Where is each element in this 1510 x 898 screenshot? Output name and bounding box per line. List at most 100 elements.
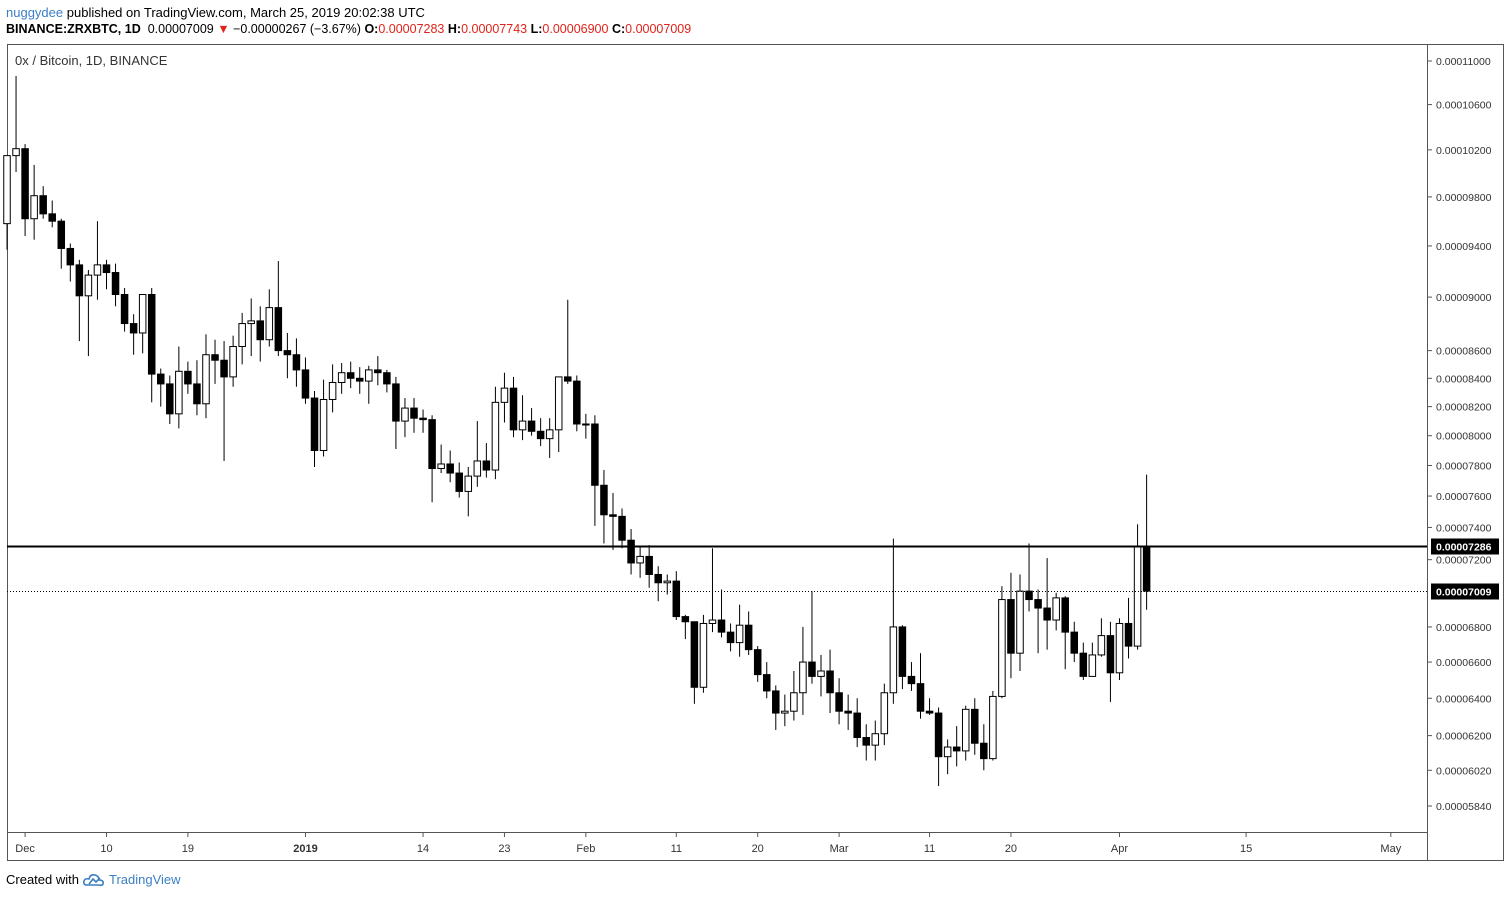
candle xyxy=(708,548,717,633)
candle xyxy=(21,144,29,236)
candle xyxy=(772,685,780,730)
candle-body-down xyxy=(419,417,427,421)
candle xyxy=(645,545,653,588)
ohlc-line: BINANCE:ZRXBTC, 1D 0.00007009 ▼ −0.00000… xyxy=(6,22,691,36)
candle xyxy=(781,694,789,727)
close-label: C: xyxy=(611,22,626,36)
candle-body-down xyxy=(600,484,608,516)
candle xyxy=(735,604,744,657)
price-tick-label: 0.00006600 xyxy=(1436,657,1492,669)
candle-body-down xyxy=(925,710,934,714)
candle xyxy=(853,698,861,748)
candle xyxy=(247,298,255,357)
candle-body-up xyxy=(545,429,554,440)
candle-body-up xyxy=(1097,635,1106,656)
change-value: −0.00000267 (−3.67%) xyxy=(233,22,361,36)
published-text: published on TradingView.com, March 25, … xyxy=(66,5,425,20)
candle-body-down xyxy=(591,423,599,486)
candle-body-down xyxy=(283,350,292,356)
candle-body-down xyxy=(916,683,925,712)
candle-body-down xyxy=(898,626,907,677)
candle-body-down xyxy=(564,376,572,382)
candle xyxy=(346,361,355,389)
candle-body-down xyxy=(274,307,283,352)
candle xyxy=(925,698,934,715)
candle xyxy=(609,492,617,550)
tradingview-link[interactable]: TradingView xyxy=(108,872,181,887)
candle xyxy=(337,362,346,394)
candle xyxy=(1133,524,1142,650)
candle xyxy=(3,155,11,250)
candle xyxy=(319,379,328,457)
time-tick-label: 2019 xyxy=(293,843,317,855)
author-link[interactable]: nuggydee xyxy=(6,5,64,20)
open-label: O: xyxy=(364,22,379,36)
candle-body-up xyxy=(337,372,346,384)
candle xyxy=(636,546,644,578)
candle xyxy=(1070,621,1079,663)
candle xyxy=(1115,618,1124,681)
candle-body-up xyxy=(1016,590,1024,654)
candle-body-down xyxy=(310,397,319,452)
candle-body-down xyxy=(346,372,355,379)
candle xyxy=(111,263,120,307)
price-tick-label: 0.00010200 xyxy=(1436,145,1492,157)
candle-body-down xyxy=(853,712,861,739)
candle-body-down xyxy=(744,624,753,651)
candle xyxy=(138,294,147,354)
time-tick-label: 14 xyxy=(417,843,429,855)
candle-body-down xyxy=(374,369,382,374)
candle-body-down xyxy=(428,419,436,470)
candle-body-up xyxy=(500,387,509,403)
candle xyxy=(292,338,301,387)
candle-body-up xyxy=(817,670,825,677)
price-tick-label: 0.00009400 xyxy=(1436,241,1492,253)
candle-body-up xyxy=(989,695,997,760)
candle xyxy=(491,386,500,480)
price-axis[interactable]: 0.00011000 0.00010600 0.00010200 0.00009800… xyxy=(1427,56,1492,813)
candle-body-down xyxy=(66,247,75,266)
low-value: 0.00006900 xyxy=(542,22,609,36)
candle-body-up xyxy=(663,580,672,584)
candle xyxy=(93,221,102,300)
candle-body-down xyxy=(726,631,735,644)
candle-body-up xyxy=(328,382,337,400)
down-arrow-icon: ▼ xyxy=(217,22,230,36)
price-tick-label: 0.00008000 xyxy=(1436,431,1492,443)
candle xyxy=(681,614,690,640)
price-tick-label: 0.00007800 xyxy=(1436,460,1492,472)
candle xyxy=(120,287,129,332)
candle xyxy=(48,200,56,228)
time-axis[interactable]: Dec 10 19 2019 14 23 Feb 11 20 Mar 11 20 Apr 15 May xyxy=(15,832,1402,855)
candle-body-up xyxy=(93,264,102,276)
candle xyxy=(211,339,219,384)
candle-body-up xyxy=(247,320,255,325)
candle xyxy=(1097,618,1106,657)
candle-body-down xyxy=(111,272,120,296)
candle xyxy=(952,726,961,767)
candle xyxy=(283,332,292,379)
candle-body-up xyxy=(554,376,563,431)
candle-body-up xyxy=(12,148,20,157)
time-tick-label: 10 xyxy=(100,843,112,855)
price-tick-label: 0.00006800 xyxy=(1436,622,1492,634)
last-price-value: 0.00007009 xyxy=(147,22,214,36)
candle xyxy=(147,287,156,403)
candle-body-down xyxy=(355,377,364,382)
candle xyxy=(898,625,907,690)
candle xyxy=(102,259,111,290)
candle-body-down xyxy=(952,746,961,752)
last-price-price-label: 0.00007009 xyxy=(1436,587,1492,599)
candle xyxy=(663,574,672,595)
candle xyxy=(202,334,210,419)
candle-body-down xyxy=(292,354,301,371)
last-price-price-tag xyxy=(1431,583,1499,600)
price-tick-label: 0.00006400 xyxy=(1436,693,1492,705)
candle xyxy=(699,614,708,693)
candles xyxy=(3,76,1151,787)
candle xyxy=(383,369,391,393)
candle-body-down xyxy=(672,580,681,618)
created-with-text: Created with xyxy=(6,872,79,887)
candle xyxy=(419,409,427,433)
